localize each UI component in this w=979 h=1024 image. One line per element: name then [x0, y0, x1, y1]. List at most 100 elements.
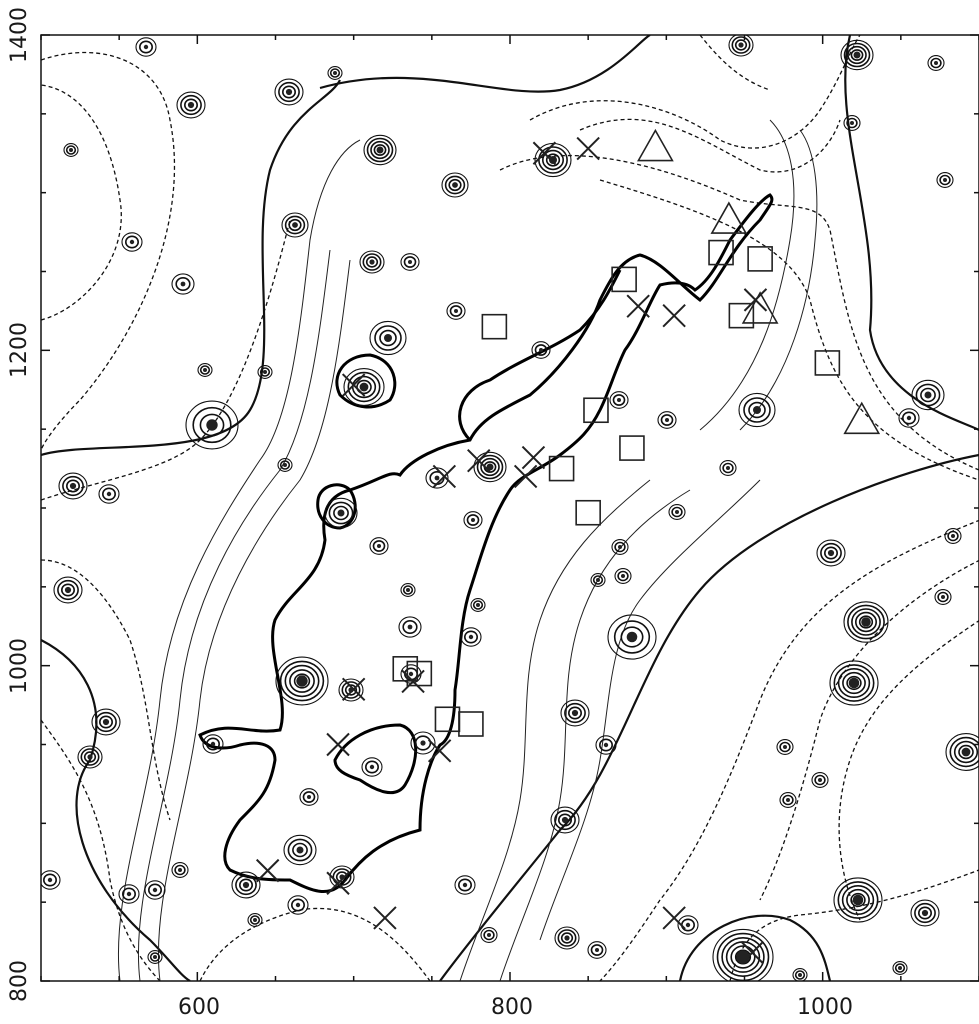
source-contour-ring [135, 37, 157, 57]
source-contour-ring [249, 915, 261, 925]
source-contour-ring [231, 871, 261, 899]
cross-marker [341, 373, 366, 397]
source-contour-ring [668, 504, 686, 520]
contour-line-dashed [41, 84, 122, 321]
x-axis: 600 800 1000 [178, 995, 853, 1020]
source-contour-ring [414, 735, 432, 751]
source-contour-ring [470, 598, 486, 612]
region-outline [335, 353, 397, 409]
square-marker [583, 397, 609, 424]
contour-line-thin [117, 139, 361, 981]
source-contour-ring [858, 615, 874, 629]
source-contour-ring [239, 878, 254, 892]
source-contour-ring [843, 601, 889, 643]
source-contour-ring [920, 387, 936, 403]
source-contour-ring [731, 36, 751, 54]
source-contour-ring [379, 329, 397, 347]
source-contour-ring [914, 902, 936, 924]
source-contour-ring [657, 411, 677, 429]
source-contour-ring [841, 884, 875, 915]
source-contour-ring [454, 875, 476, 895]
triangle-marker [710, 201, 748, 234]
contour-line-dashed [41, 52, 176, 451]
source-contour-ring [402, 619, 418, 634]
source-core [408, 671, 414, 677]
source-core [69, 482, 77, 490]
source-contour-ring [557, 813, 572, 827]
source-core [943, 178, 947, 182]
source-core [129, 239, 135, 245]
source-contour-ring [171, 862, 189, 878]
cross-marker [373, 906, 397, 930]
source-contour-ring [364, 760, 379, 774]
source-contour-ring [333, 505, 349, 521]
source-contour-ring [66, 479, 81, 493]
cross-marker [662, 303, 686, 328]
source-core [852, 894, 864, 906]
source-contour-ring [820, 542, 842, 564]
source-core [106, 491, 112, 497]
source-core [618, 545, 622, 549]
source-core [377, 544, 381, 548]
source-core [951, 534, 955, 538]
source-contour-ring [833, 877, 883, 923]
region-outline [316, 483, 357, 530]
source-contour-ring [288, 218, 302, 232]
contour-line [319, 35, 979, 431]
cross-marker [427, 739, 452, 763]
source-contour-ring [235, 874, 257, 896]
contour-line-dashed [41, 559, 171, 821]
source-core [408, 260, 412, 264]
source-contour-ring [814, 774, 826, 786]
source-core [898, 966, 902, 970]
source-contour-ring [473, 451, 507, 483]
source-contour-ring [327, 66, 343, 80]
source-contour-ring [953, 740, 979, 764]
source-contour-ring [611, 539, 629, 555]
square-marker [406, 660, 433, 687]
source-core [102, 718, 110, 726]
contour-line-thin [157, 259, 351, 981]
source-contour-ring [843, 115, 861, 131]
source-contour-ring [898, 408, 920, 428]
source-contour-ring [324, 497, 358, 529]
contour-layer [41, 35, 979, 981]
source-contour-ring [590, 573, 606, 587]
square-marker [481, 313, 508, 340]
source-core [307, 795, 311, 799]
source-contour-ring [144, 880, 166, 900]
square-marker [619, 435, 645, 461]
source-contour-ring [460, 627, 482, 647]
source-core [934, 61, 938, 65]
y-tick-label: 1200 [7, 322, 32, 378]
source-contour-ring [937, 591, 949, 603]
source-core [685, 922, 691, 928]
source-contour-ring [287, 895, 309, 915]
source-contour-ring [62, 475, 84, 497]
source-contour-ring [366, 137, 394, 163]
source-contour-ring [206, 737, 221, 751]
source-contour-ring [347, 371, 381, 403]
source-contour-ring [779, 741, 791, 753]
source-contour-ring [911, 379, 945, 411]
source-core [283, 463, 287, 467]
source-contour-ring [63, 143, 79, 157]
source-core [626, 631, 638, 643]
source-contour-ring [949, 736, 979, 768]
source-contour-ring [472, 600, 484, 610]
source-contour-ring [328, 501, 354, 525]
source-contour-ring [41, 870, 61, 890]
source-contour-ring [77, 745, 103, 769]
source-contour-ring [199, 365, 211, 375]
source-core [961, 747, 971, 757]
source-contour-ring [847, 604, 885, 640]
source-core [263, 370, 267, 374]
source-contour-ring [564, 702, 586, 724]
contour-line-thin [739, 129, 818, 431]
source-contour-ring [850, 892, 866, 908]
square-marker [392, 656, 419, 682]
cross-marker [341, 677, 366, 702]
source-contour-ring [560, 932, 574, 944]
cross-marker [255, 858, 280, 883]
source-contour-ring [476, 454, 504, 480]
